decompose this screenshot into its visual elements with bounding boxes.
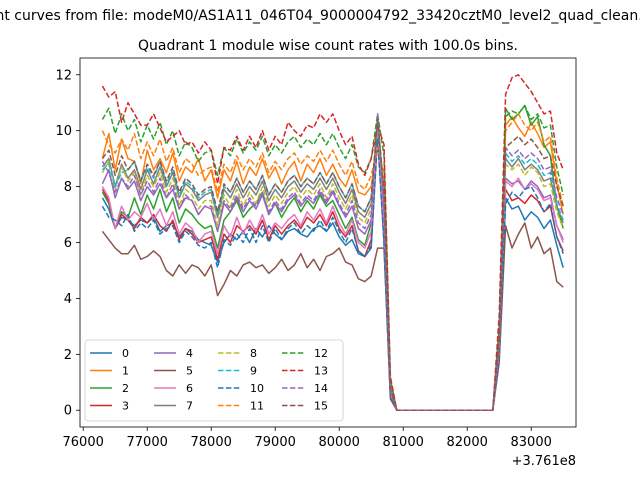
chart-title: Quadrant 1 module wise count rates with … [138,38,518,54]
legend-label-1: 1 [122,365,129,378]
legend-label-13: 13 [314,365,328,378]
x-tick-label: 80000 [319,435,360,450]
y-tick-label: 2 [64,348,72,363]
y-axis: 0 2 4 6 8 10 12 [55,68,80,419]
y-tick-label: 4 [64,292,72,307]
y-tick-label: 12 [55,68,72,83]
legend-label-15: 15 [314,400,328,413]
series-line-15 [101,118,564,411]
x-tick-label: 82000 [447,435,488,450]
series-line-12 [101,104,564,411]
x-tick-label: 77000 [127,435,168,450]
legend-label-3: 3 [122,400,129,413]
y-tick-label: 6 [64,236,72,251]
legend-label-8: 8 [250,347,257,360]
x-tick-label: 83000 [511,435,552,450]
legend-label-12: 12 [314,347,328,360]
x-tick-label: 78000 [191,435,232,450]
legend-label-4: 4 [186,347,193,360]
legend-label-14: 14 [314,382,328,395]
series-layer [101,74,564,411]
x-tick-label: 79000 [255,435,296,450]
x-axis: 76000 77000 78000 79000 80000 81000 82000 83000 [63,427,552,450]
x-tick-label: 81000 [383,435,424,450]
legend-label-7: 7 [186,400,193,413]
legend-label-6: 6 [186,382,193,395]
legend-label-5: 5 [186,365,193,378]
legend-label-2: 2 [122,382,129,395]
legend-label-11: 11 [250,400,264,413]
legend-label-10: 10 [250,382,264,395]
y-tick-label: 8 [64,180,72,195]
x-offset-label: +3.761e8 [512,454,576,469]
figure-suptitle: Light curves from file: modeM0/AS1A11_04… [0,8,640,24]
series-line-10 [101,138,564,411]
legend-label-0: 0 [122,347,129,360]
y-tick-label: 10 [55,124,72,139]
legend-label-9: 9 [250,365,257,378]
y-tick-label: 0 [64,404,72,419]
legend-box [84,339,344,422]
x-tick-label: 76000 [63,435,104,450]
